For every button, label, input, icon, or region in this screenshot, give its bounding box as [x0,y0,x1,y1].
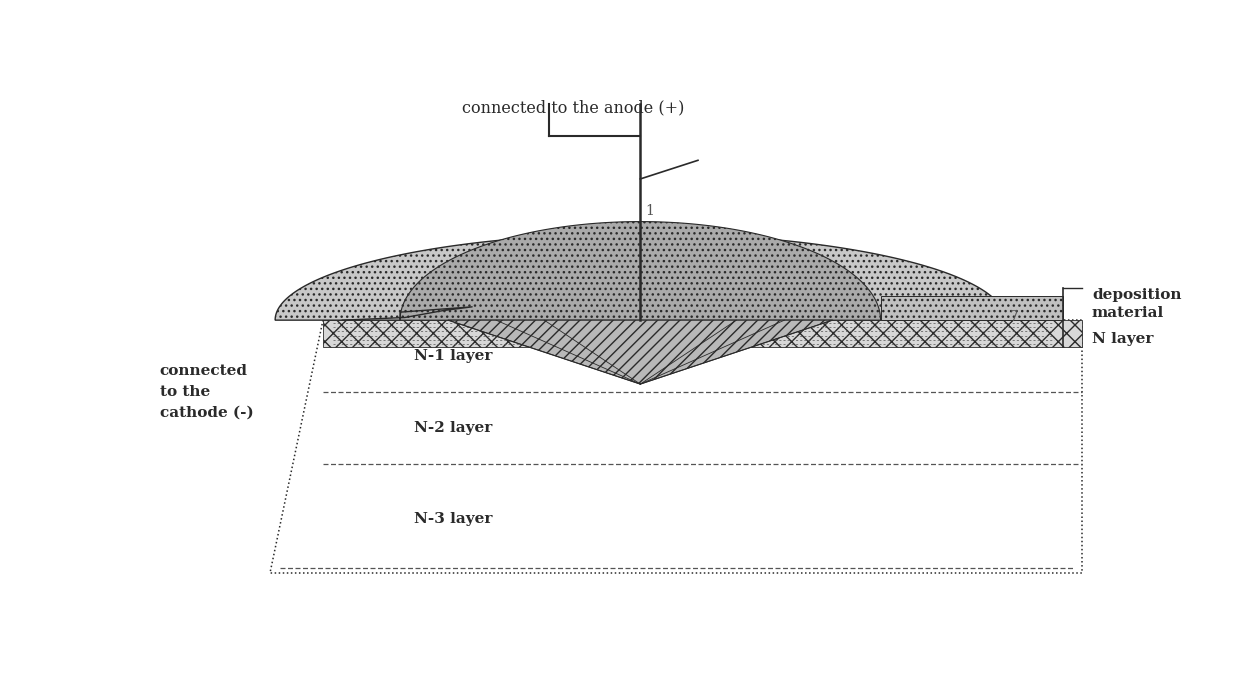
Text: 11: 11 [626,343,644,356]
Text: 1: 1 [645,204,653,218]
Text: 8: 8 [434,289,443,303]
Text: N layer: N layer [1092,331,1153,346]
Polygon shape [448,320,832,384]
Text: 9: 9 [837,305,846,319]
Text: 7: 7 [1011,311,1019,325]
Text: N-1 layer: N-1 layer [414,349,492,363]
Text: N-2 layer: N-2 layer [414,421,492,435]
Polygon shape [324,320,1083,347]
Text: connected to the anode (+): connected to the anode (+) [461,99,684,116]
Text: connected
to the
cathode (-): connected to the cathode (-) [160,365,253,419]
Text: 3: 3 [444,268,453,282]
Polygon shape [401,221,880,320]
Polygon shape [270,320,1083,573]
Polygon shape [880,296,1063,320]
Polygon shape [275,234,1006,320]
Text: N-3 layer: N-3 layer [414,511,492,526]
Text: deposition
material: deposition material [1092,288,1182,320]
